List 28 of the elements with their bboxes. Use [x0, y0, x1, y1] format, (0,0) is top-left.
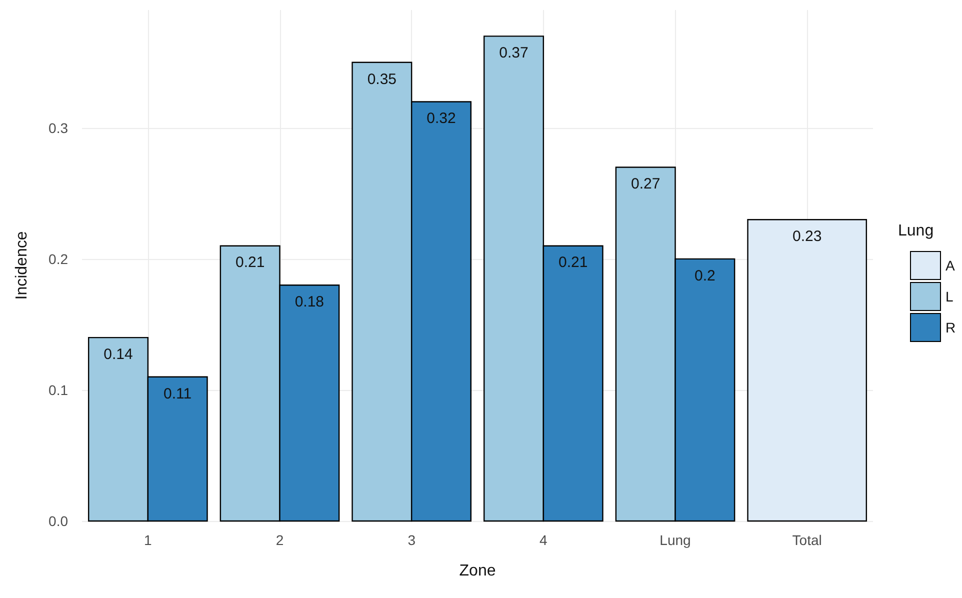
data-label: 0.37	[499, 44, 528, 62]
legend-label: L	[946, 288, 954, 304]
data-label: 0.23	[792, 228, 822, 246]
x-tick-label: 4	[540, 532, 548, 548]
y-tick-label: 0.3	[48, 120, 68, 136]
bar	[747, 219, 868, 522]
data-label: 0.35	[367, 70, 397, 88]
data-label: 0.32	[426, 110, 456, 128]
y-tick-label: 0.1	[48, 382, 68, 398]
legend-title: Lung	[898, 222, 934, 240]
y-axis-title: Incidence	[14, 231, 30, 300]
y-tick-label: 0.0	[48, 513, 68, 529]
x-tick-label: Lung	[660, 532, 691, 548]
data-label: 0.14	[104, 346, 133, 363]
legend-label: R	[946, 320, 956, 336]
legend-label: A	[946, 258, 956, 274]
data-label: 0.2	[694, 267, 716, 284]
x-tick-label: 2	[276, 532, 284, 548]
data-label: 0.27	[630, 176, 660, 193]
data-label: 0.11	[164, 385, 192, 402]
x-tick-label: 1	[144, 532, 152, 548]
x-axis-title: Zone	[459, 562, 496, 580]
x-tick-label: 3	[408, 532, 416, 548]
data-label: 0.21	[558, 254, 588, 272]
data-label: 0.21	[235, 254, 265, 272]
x-tick-label: Total	[792, 532, 822, 548]
y-tick-label: 0.2	[48, 250, 68, 267]
data-label: 0.18	[294, 294, 324, 311]
